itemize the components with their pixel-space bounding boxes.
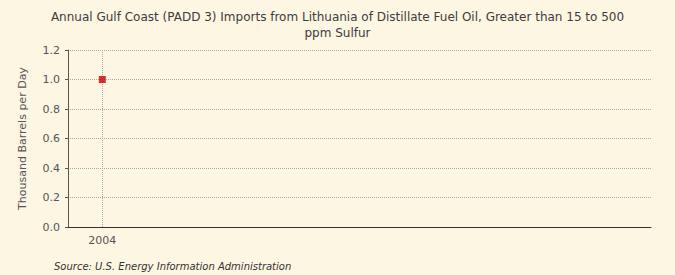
- svg-text:0.6: 0.6: [43, 132, 61, 145]
- svg-text:0.0: 0.0: [43, 221, 61, 234]
- svg-text:1.2: 1.2: [43, 44, 61, 57]
- svg-text:0.2: 0.2: [43, 191, 61, 204]
- svg-text:Source: U.S. Energy Informatio: Source: U.S. Energy Information Administ…: [54, 261, 291, 272]
- svg-text:Annual Gulf Coast (PADD 3) Imp: Annual Gulf Coast (PADD 3) Imports from …: [51, 10, 624, 24]
- svg-text:ppm Sulfur: ppm Sulfur: [304, 26, 370, 40]
- svg-text:1.0: 1.0: [43, 73, 61, 86]
- svg-text:Thousand Barrels per Day: Thousand Barrels per Day: [16, 67, 29, 211]
- svg-text:0.8: 0.8: [43, 103, 61, 116]
- svg-text:0.4: 0.4: [43, 162, 61, 175]
- svg-text:2004: 2004: [88, 234, 116, 247]
